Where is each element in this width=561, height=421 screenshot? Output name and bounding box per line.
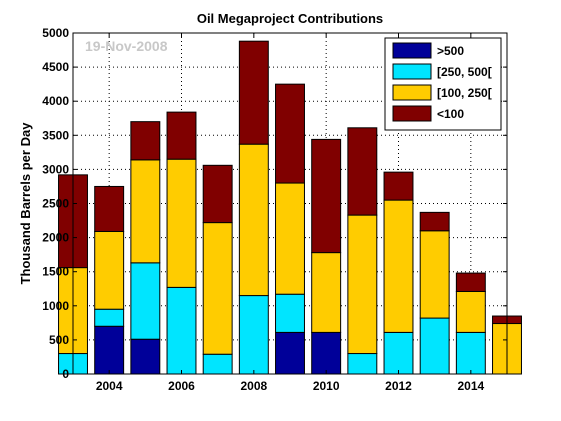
bar-segment — [347, 214, 378, 355]
bar-segment — [202, 353, 233, 375]
legend-label: [100, 250[ — [437, 86, 492, 100]
legend-swatch — [392, 84, 432, 101]
legend-swatch — [392, 105, 432, 122]
y-tick-label: 4000 — [42, 94, 69, 108]
bar-segment — [94, 325, 125, 375]
bar-segment — [455, 272, 486, 292]
bar-segment — [202, 222, 233, 355]
bar-segment — [202, 164, 233, 224]
bar-segment — [275, 182, 305, 295]
bar-segment — [275, 331, 305, 375]
bar-segment — [383, 331, 414, 375]
bar-segment — [130, 121, 161, 161]
x-tick-label: 2008 — [240, 379, 267, 393]
bar-segment — [455, 290, 486, 333]
y-tick-label: 2500 — [42, 197, 69, 211]
bar-segment — [275, 83, 305, 184]
bar-segment — [311, 138, 342, 254]
legend-label: [250, 500[ — [437, 65, 492, 79]
bar-segment — [383, 171, 414, 201]
bar-segment — [311, 252, 342, 333]
y-tick-label: 2000 — [42, 231, 69, 245]
bar-segment — [166, 286, 197, 375]
bar-segment — [238, 40, 269, 145]
x-tick-label: 2010 — [313, 379, 340, 393]
bar-segment — [347, 127, 378, 216]
bar-segment — [347, 353, 378, 375]
bar-segment — [455, 331, 486, 375]
x-tick-label: 2004 — [96, 379, 123, 393]
bar-segment — [130, 262, 161, 340]
bar-segment — [166, 111, 197, 160]
bar-segment — [419, 230, 450, 319]
bar-segment — [166, 158, 197, 288]
bar-segment — [94, 230, 125, 310]
bar-segment — [275, 293, 305, 333]
y-tick-label: 4500 — [42, 60, 69, 74]
bar-segment — [238, 295, 269, 375]
legend-label: >500 — [437, 44, 464, 58]
bar-segment — [130, 159, 161, 264]
watermark: 19-Nov-2008 — [85, 38, 168, 54]
legend-label: <100 — [437, 107, 464, 121]
bar-segment — [311, 331, 342, 375]
x-tick-label: 2014 — [457, 379, 484, 393]
bar-segment — [383, 199, 414, 333]
bar-segment — [238, 143, 269, 297]
legend-swatch — [392, 63, 432, 80]
bar-segment — [130, 338, 161, 375]
bar-segment — [94, 308, 125, 327]
y-axis-label: Thousand Barrels per Day — [18, 122, 33, 285]
y-tick-label: 3000 — [42, 162, 69, 176]
bar-segment — [419, 211, 450, 232]
bar-segment — [419, 317, 450, 375]
x-tick-label: 2006 — [168, 379, 195, 393]
y-tick-label: 1500 — [42, 265, 69, 279]
y-tick-label: 1000 — [42, 299, 69, 313]
legend-swatch — [392, 42, 432, 59]
legend: >500 [250, 500[ [100, 250[ <100 — [384, 37, 502, 131]
y-tick-label: 0 — [62, 367, 69, 381]
y-tick-label: 3500 — [42, 128, 69, 142]
y-tick-label: 5000 — [42, 26, 69, 40]
ticks: 0 500 1000 1500 2000 2500 3000 3500 4000 4500 5000… — [42, 26, 507, 393]
x-tick-label: 2012 — [385, 379, 412, 393]
chart-title: Oil Megaproject Contributions — [197, 11, 383, 26]
y-tick-label: 500 — [49, 333, 69, 347]
bar-segment — [94, 185, 125, 232]
